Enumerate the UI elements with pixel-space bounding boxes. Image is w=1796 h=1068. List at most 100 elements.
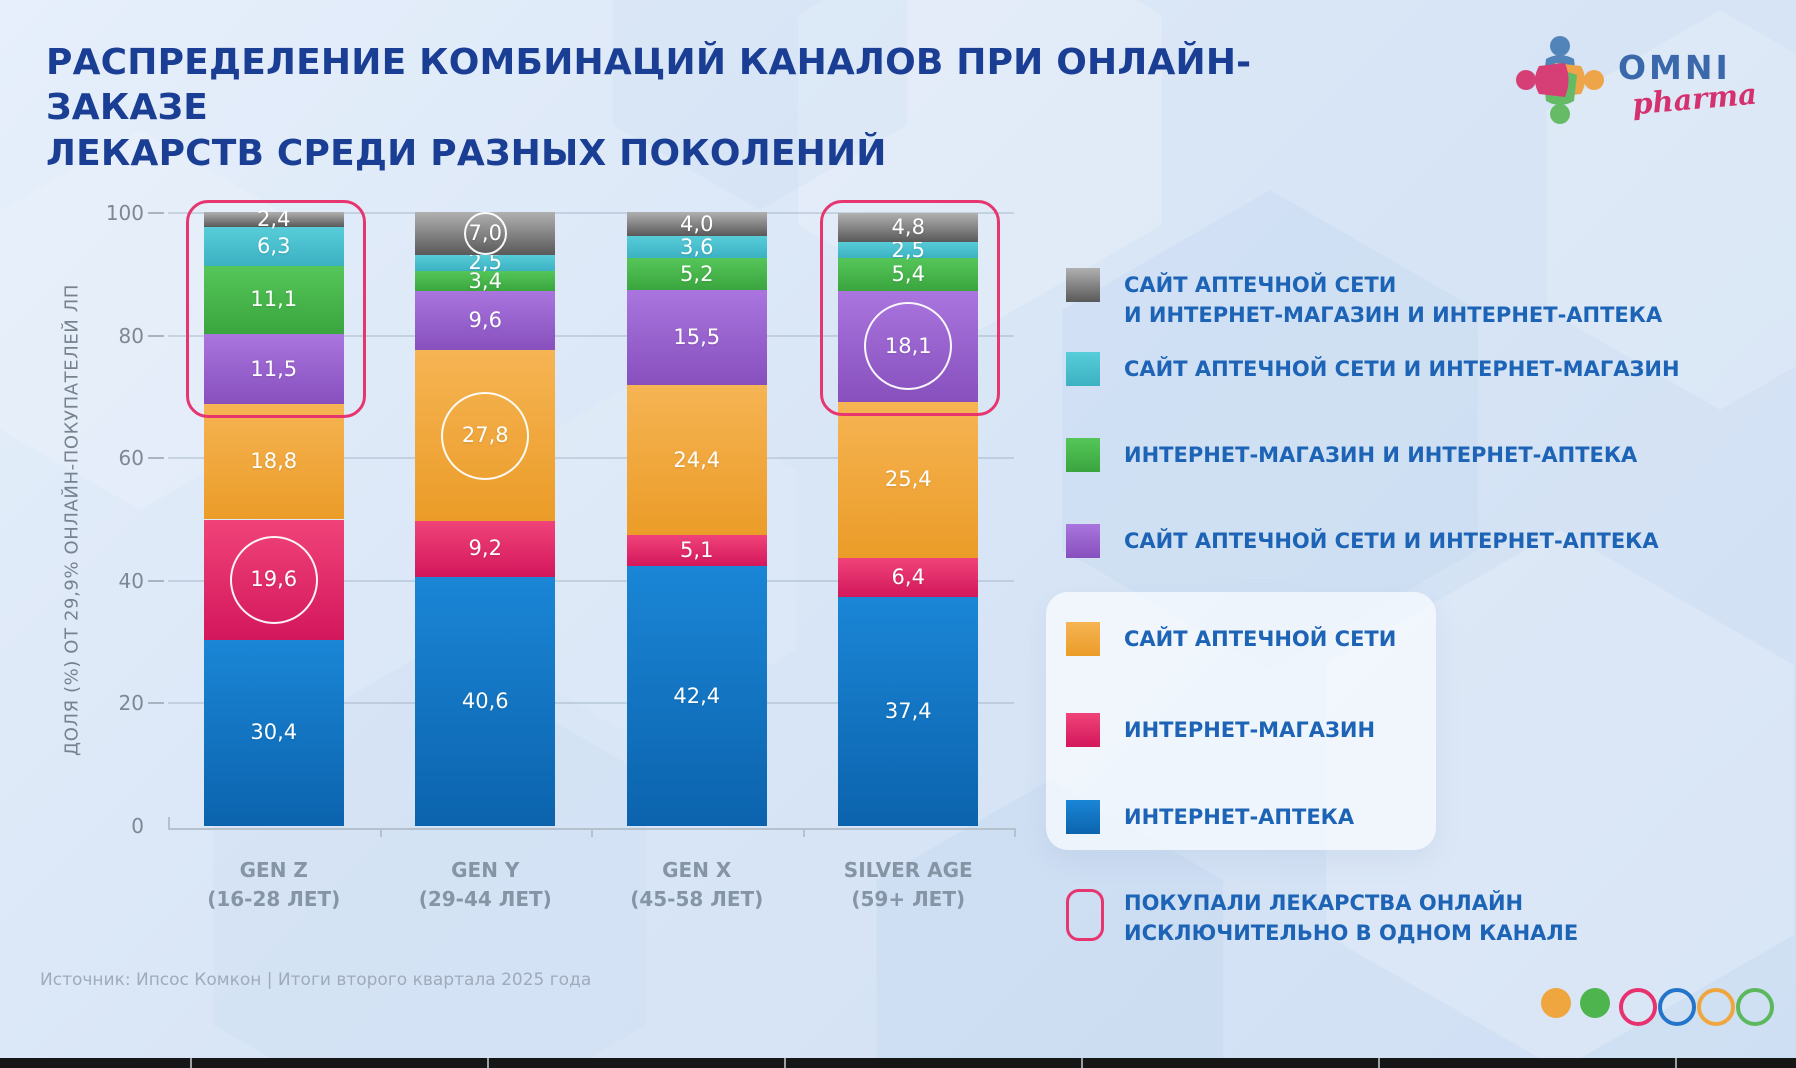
bar-segment: 11,1 [203, 265, 344, 334]
exclusive-note-line: ПОКУПАЛИ ЛЕКАРСТВА ОНЛАЙН [1124, 891, 1524, 915]
legend-item: САЙТ АПТЕЧНОЙ СЕТИ И ИНТЕРНЕТ-АПТЕКА [1066, 524, 1659, 558]
y-axis-label: ДОЛЯ (%) ОТ 29,9% ОНЛАЙН-ПОКУПАТЕЛЕЙ ЛП [61, 284, 83, 756]
bar-segment: 40,6 [415, 577, 556, 826]
segment-value-label: 40,6 [461, 689, 509, 714]
segment-value-label: 4,8 [891, 215, 925, 240]
bar-segment: 2,4 [203, 207, 344, 232]
bar-segment: 19,6 [203, 519, 344, 640]
value-circle: 19,6 [229, 535, 318, 624]
y-axis-tick [148, 702, 164, 705]
segment-value-label: 25,4 [884, 467, 932, 492]
bar-segment: 6,4 [838, 557, 979, 597]
y-tick-label: 0 [131, 814, 144, 838]
segment-value-label: 5,2 [680, 261, 714, 286]
segment-value-label: 24,4 [673, 447, 721, 472]
segment-value-label: 2,5 [891, 237, 925, 262]
legend-swatch [1066, 438, 1100, 472]
legend-item: ИНТЕРНЕТ-МАГАЗИН И ИНТЕРНЕТ-АПТЕКА [1066, 438, 1637, 472]
gridline [168, 212, 1014, 214]
strip-separator [1378, 1058, 1380, 1068]
category-name: GEN X [662, 858, 732, 882]
segment-value-label: 6,4 [891, 564, 925, 589]
bar-segment: 5,4 [838, 257, 979, 291]
y-tick-label: 60 [118, 446, 144, 471]
bar-segment: 18,1 [838, 290, 979, 402]
y-tick-label: 80 [118, 323, 144, 348]
bar-segment: 6,3 [203, 227, 344, 266]
bar-segment: 5,1 [626, 534, 767, 567]
bar-silver-age: 37,4 6,4 25,4 18,1 5,4 2,5 4,8 [838, 213, 979, 826]
legend-label: САЙТ АПТЕЧНОЙ СЕТИ И ИНТЕРНЕТ-АПТЕКА [1124, 524, 1659, 557]
legend-label-line: И ИНТЕРНЕТ-МАГАЗИН И ИНТЕРНЕТ-АПТЕКА [1124, 302, 1663, 327]
category-name: GEN Z [239, 858, 308, 882]
legend-item: САЙТ АПТЕЧНОЙ СЕТИ И ИНТЕРНЕТ-МАГАЗИН И И… [1066, 268, 1662, 331]
strip-separator [784, 1058, 786, 1068]
value-circle: 18,1 [864, 302, 953, 391]
bar-segment: 42,4 [626, 566, 767, 826]
bar-segment: 30,4 [203, 639, 344, 826]
gridline [168, 334, 1014, 337]
single-channel-panel [1046, 592, 1436, 850]
y-axis-tick [148, 212, 164, 214]
segment-value-label: 9,2 [468, 536, 502, 561]
exclusive-note-icon [1066, 889, 1104, 941]
segment-value-label: 11,1 [250, 287, 298, 312]
logo-wordmark: OMNI [1618, 48, 1731, 87]
segment-value-label: 27,8 [461, 423, 509, 448]
segment-value-label: 3,4 [468, 268, 502, 293]
x-axis-tick [379, 828, 382, 837]
exclusive-highlight-box [185, 200, 366, 419]
page-title: РАСПРЕДЕЛЕНИЕ КОМБИНАЦИЙ КАНАЛОВ ПРИ ОНЛ… [46, 40, 1296, 176]
bar-segment: 15,5 [626, 290, 767, 386]
y-axis-tick [148, 334, 164, 337]
bar-segment: 4,8 [838, 213, 979, 243]
segment-value-label: 2,4 [257, 207, 291, 232]
bar-segment: 3,4 [415, 268, 556, 293]
source-text: Источник: Ипсос Комкон | Итоги второго к… [40, 970, 592, 990]
segment-value-label: 2,5 [468, 250, 502, 275]
bar-segment: 11,5 [203, 333, 344, 405]
legend-item: САЙТ АПТЕЧНОЙ СЕТИ [1066, 622, 1396, 656]
progress-dot-outline [1736, 988, 1774, 1026]
legend-swatch [1066, 268, 1100, 302]
x-axis-corner-tick [168, 817, 170, 828]
segment-value-label: 11,5 [250, 356, 298, 381]
y-axis-tick [148, 457, 164, 460]
bar-segment: 2,5 [415, 250, 556, 275]
strip-separator [1675, 1058, 1677, 1068]
title-line-2: ЛЕКАРСТВ СРЕДИ РАЗНЫХ ПОКОЛЕНИЙ [46, 132, 887, 174]
people-circle-logo-icon [1516, 36, 1604, 124]
legend-label-line: ИНТЕРНЕТ-МАГАЗИН [1124, 718, 1376, 742]
progress-dot-outline [1658, 988, 1696, 1026]
segment-value-label: 5,4 [891, 261, 925, 286]
bottom-strip [0, 1058, 1796, 1068]
y-tick-label: 100 [105, 201, 144, 225]
progress-dot-outline [1619, 988, 1657, 1026]
segment-value-label: 19,6 [250, 567, 298, 592]
category-label: GEN Z (16-28 ЛЕТ) [169, 856, 379, 914]
segment-value-label: 37,4 [884, 698, 932, 723]
legend-swatch [1066, 524, 1100, 558]
legend-label-line: САЙТ АПТЕЧНОЙ СЕТИ [1124, 627, 1397, 651]
bar-gen-x: 42,4 5,1 24,4 15,5 5,2 3,6 4,0 [626, 211, 767, 826]
segment-value-label: 42,4 [673, 683, 721, 708]
x-axis-tick [591, 828, 593, 837]
category-name: GEN Y [451, 858, 520, 882]
bar-segment: 18,8 [203, 404, 344, 520]
y-tick-label: 40 [118, 568, 144, 593]
strip-separator [190, 1058, 192, 1068]
category-label: GEN X (45-58 ЛЕТ) [592, 856, 802, 914]
y-axis-tick [148, 579, 164, 582]
category-age-range: (16-28 ЛЕТ) [207, 887, 341, 911]
bar-segment: 9,6 [415, 291, 556, 351]
category-age-range: (29-44 ЛЕТ) [418, 887, 552, 911]
bar-gen-z: 30,4 19,6 18,8 11,5 11,1 6,3 2,4 [203, 207, 344, 826]
legend-label-line: САЙТ АПТЕЧНОЙ СЕТИ И ИНТЕРНЕТ-МАГАЗИН [1124, 357, 1680, 381]
legend-item: САЙТ АПТЕЧНОЙ СЕТИ И ИНТЕРНЕТ-МАГАЗИН [1066, 352, 1680, 386]
segment-value-label: 9,6 [468, 308, 502, 333]
bar-segment: 5,2 [626, 258, 767, 291]
bar-gen-y: 40,6 9,2 27,8 9,6 3,4 2,5 7,0 [415, 212, 556, 826]
bar-segment: 24,4 [626, 385, 767, 535]
legend-label: ИНТЕРНЕТ-АПТЕКА [1124, 800, 1354, 833]
